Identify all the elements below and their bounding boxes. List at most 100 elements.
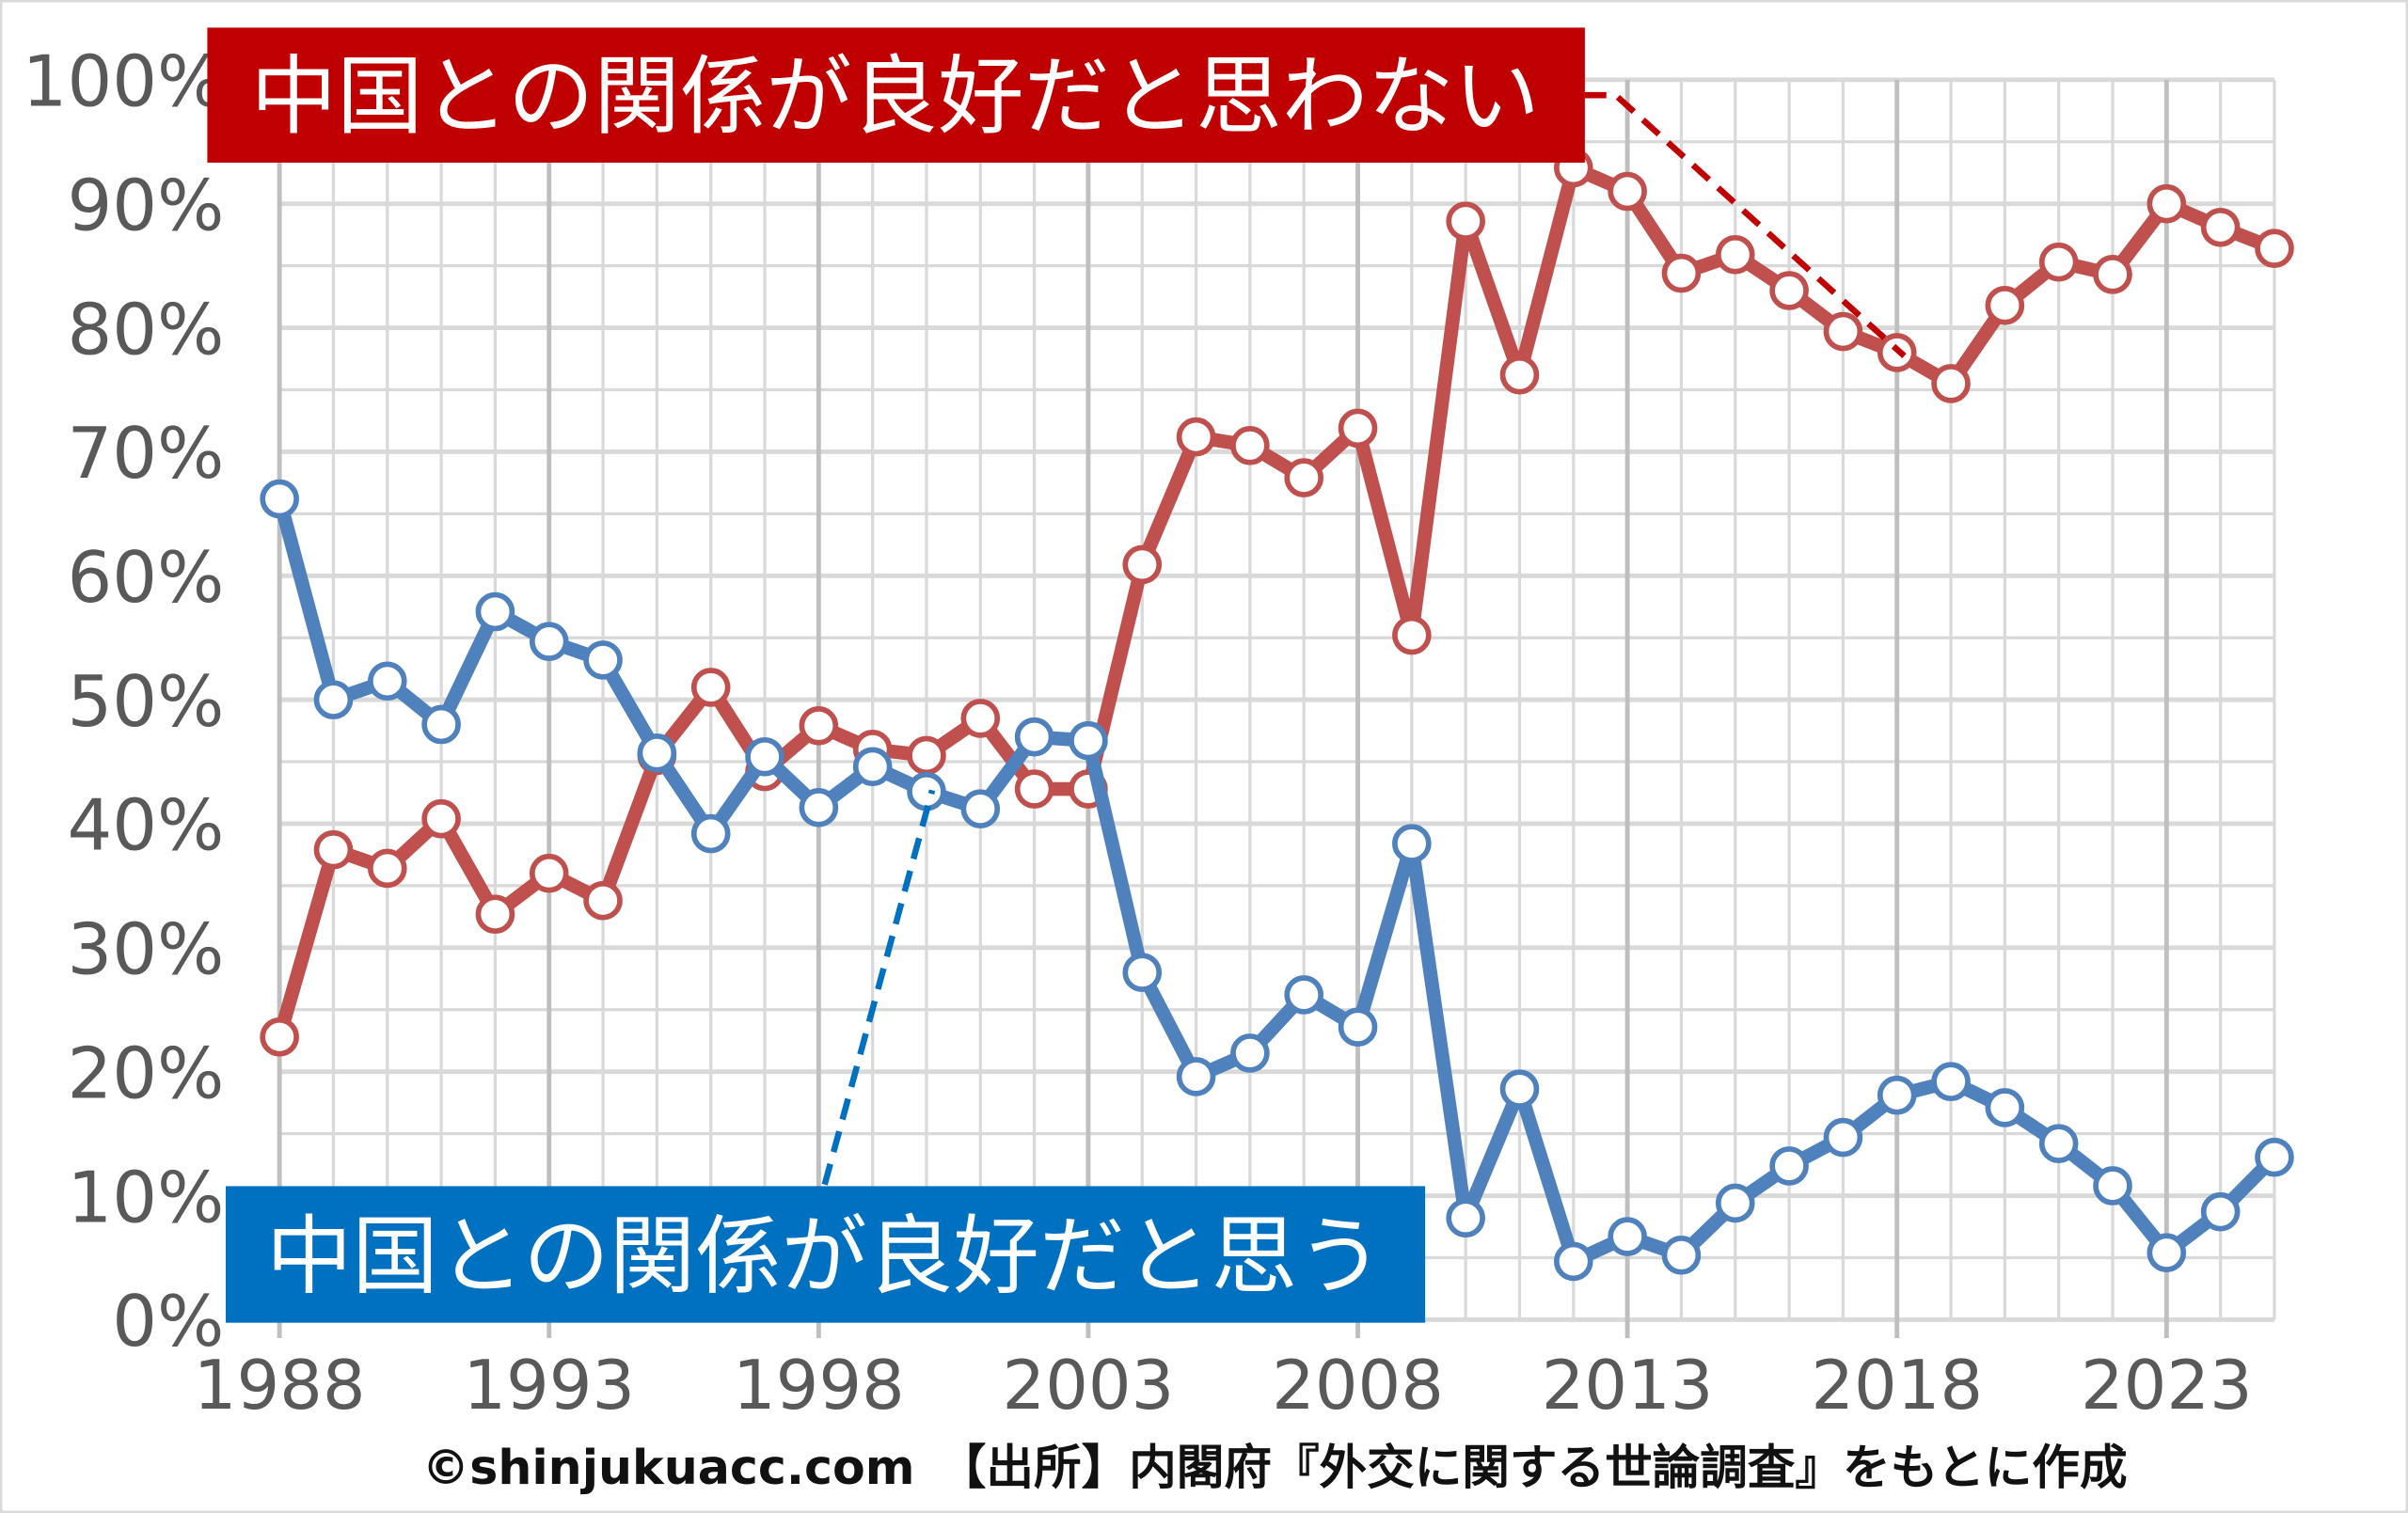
label-positive: 中国との関係が良好だと思う xyxy=(226,789,1426,1323)
data-point xyxy=(529,853,569,893)
y-tick-label: 70% xyxy=(67,412,224,495)
data-point xyxy=(799,706,839,746)
data-point xyxy=(2093,255,2132,294)
data-point xyxy=(637,733,677,773)
y-tick-label: 0% xyxy=(112,1280,224,1363)
data-point xyxy=(1069,720,1108,761)
data-point xyxy=(1823,311,1863,352)
x-tick-label: 2003 xyxy=(1003,1346,1175,1425)
data-point xyxy=(1014,769,1054,809)
series-0 xyxy=(260,148,2294,1057)
data-point xyxy=(583,640,623,680)
x-tick-label: 2023 xyxy=(2081,1346,2253,1425)
data-point xyxy=(1661,1236,1702,1275)
data-point xyxy=(1284,975,1324,1015)
y-tick-label: 10% xyxy=(67,1156,224,1238)
data-point xyxy=(313,829,354,870)
label-negative: 中国との関係が良好だと思わない xyxy=(207,27,1907,359)
data-point xyxy=(1985,1088,2025,1127)
data-point xyxy=(1553,1241,1593,1282)
y-tick-label: 60% xyxy=(67,536,224,619)
data-point xyxy=(1985,286,2025,325)
data-point xyxy=(1499,1069,1540,1109)
data-point xyxy=(2093,1166,2132,1206)
x-axis-ticks: 1988 1993 1998 2003 2008 2013 2018 2023 xyxy=(194,1346,2253,1425)
y-tick-label: 20% xyxy=(67,1032,224,1114)
data-point xyxy=(1338,408,1378,449)
data-point xyxy=(1823,1117,1863,1158)
data-point xyxy=(529,622,569,661)
data-point xyxy=(690,668,731,707)
data-point xyxy=(2147,183,2187,224)
data-point xyxy=(690,813,731,854)
data-point xyxy=(852,747,893,787)
label-negative-box xyxy=(207,27,1585,163)
data-point xyxy=(2200,207,2241,247)
data-point xyxy=(960,789,1001,828)
data-point xyxy=(1176,417,1216,457)
data-point xyxy=(1499,355,1540,395)
x-tick-label: 1998 xyxy=(733,1346,905,1425)
data-point xyxy=(2147,1233,2187,1272)
x-tick-label: 1993 xyxy=(463,1346,635,1425)
x-tick-label: 1988 xyxy=(194,1346,366,1425)
data-point xyxy=(1661,253,1702,293)
series-group xyxy=(260,148,2294,1282)
data-point xyxy=(960,699,1001,738)
data-point xyxy=(1931,1062,1971,1102)
data-point xyxy=(1931,364,1971,403)
data-point xyxy=(907,735,946,776)
data-point xyxy=(1284,458,1324,497)
y-tick-label: 40% xyxy=(67,784,224,867)
leader-line-positive xyxy=(821,789,936,1186)
data-point xyxy=(1446,201,1485,241)
leader-line-negative xyxy=(1584,91,1907,359)
data-point xyxy=(1230,1033,1270,1073)
x-tick-label: 2018 xyxy=(1811,1346,1983,1425)
data-point xyxy=(745,736,784,777)
data-point xyxy=(1769,271,1809,310)
data-point xyxy=(583,880,623,921)
data-point xyxy=(1392,615,1432,655)
data-point xyxy=(1608,171,1647,212)
label-negative-text: 中国との関係が良好だと思わない xyxy=(251,46,1540,147)
data-point xyxy=(1715,1183,1755,1223)
data-point xyxy=(421,798,461,839)
data-point xyxy=(2038,1124,2079,1163)
y-tick-label: 90% xyxy=(67,164,224,246)
label-positive-box xyxy=(226,1186,1426,1323)
data-point xyxy=(1338,1007,1378,1048)
data-point xyxy=(2255,1137,2294,1177)
data-point xyxy=(1446,1198,1485,1238)
data-point xyxy=(313,680,354,719)
data-point xyxy=(2255,229,2294,268)
label-positive-text: 中国との関係が良好だと思う xyxy=(266,1206,1383,1307)
y-tick-label: 30% xyxy=(67,908,224,991)
data-point xyxy=(799,788,839,827)
data-point xyxy=(1769,1146,1809,1186)
data-point xyxy=(367,661,407,701)
data-point xyxy=(1877,1075,1917,1115)
data-point xyxy=(1715,234,1755,275)
data-point xyxy=(1122,953,1163,993)
data-point xyxy=(1230,426,1270,465)
y-tick-label: 80% xyxy=(67,288,224,370)
x-tick-label: 2013 xyxy=(1542,1346,1714,1425)
data-point xyxy=(475,894,515,935)
data-point xyxy=(1176,1057,1216,1096)
y-tick-label: 100% xyxy=(23,40,225,123)
data-point xyxy=(1608,1217,1647,1256)
data-point xyxy=(2200,1191,2241,1232)
data-point xyxy=(1122,544,1163,585)
x-tick-label: 2008 xyxy=(1272,1346,1444,1425)
data-point xyxy=(2038,242,2079,282)
data-point xyxy=(1014,717,1054,757)
data-point xyxy=(475,591,515,632)
data-point xyxy=(260,1017,299,1057)
data-point xyxy=(421,704,461,745)
y-axis-ticks: 0% 10% 20% 30% 40% 50% 60% 70% 80% 90% 100% xyxy=(23,40,225,1363)
series-1 xyxy=(260,479,2294,1282)
data-point xyxy=(260,479,299,519)
source-caption: ©shinjukuacc.com 【出所】内閣府『外交に関する世論調査』をもとに… xyxy=(422,1440,2128,1495)
